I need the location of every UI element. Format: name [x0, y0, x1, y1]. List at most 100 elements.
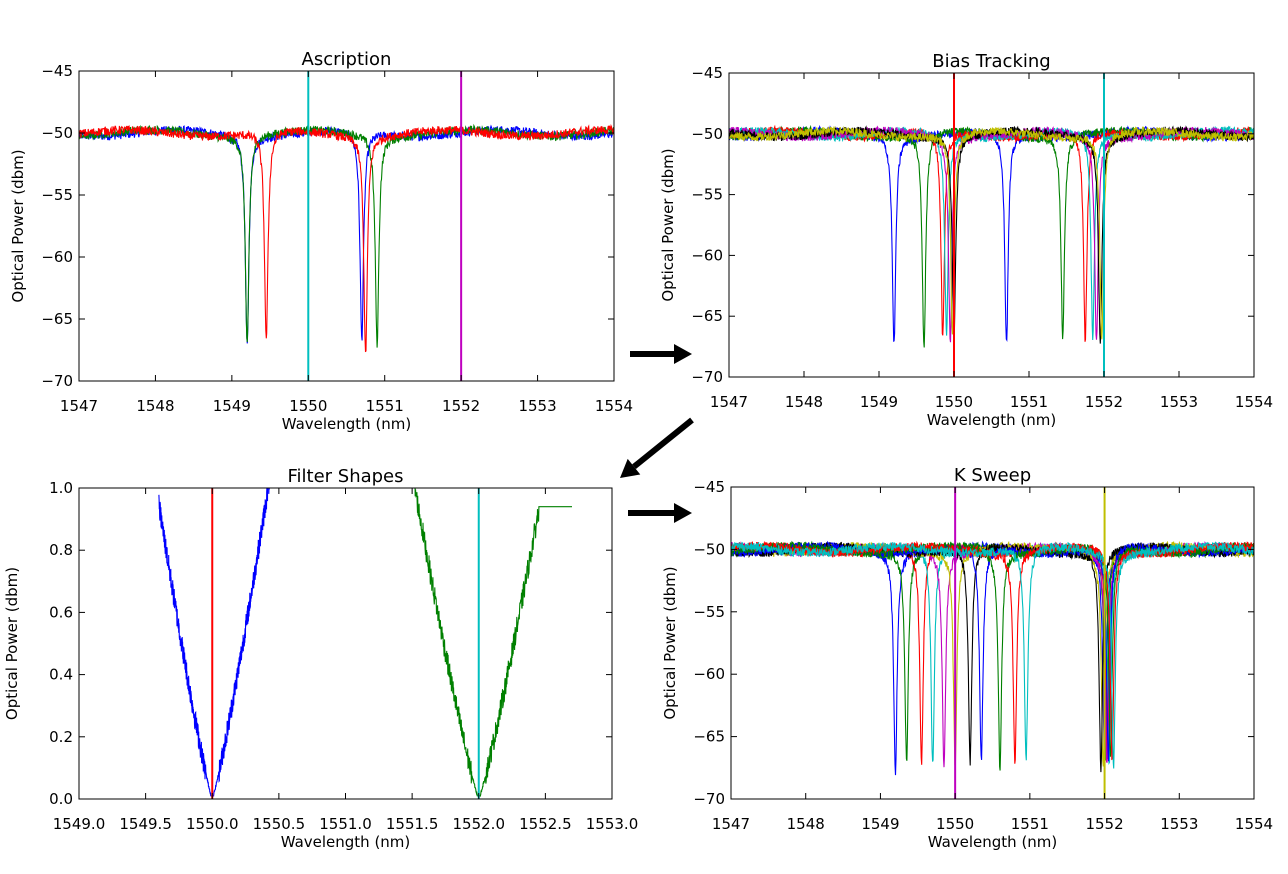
series-cyan — [729, 125, 1254, 341]
y-tick-label: −65 — [693, 728, 725, 746]
series-blue — [731, 540, 1254, 776]
panel-title: Bias Tracking — [932, 51, 1050, 72]
x-tick-label: 1553.0 — [586, 815, 639, 833]
series-red-2 — [731, 540, 1254, 764]
x-axis-label: Wavelength (nm) — [927, 411, 1057, 429]
panel-k-sweep: 1547 1548 1549 1550 1551 1552 1553 1554 −70 −65 −6… — [661, 465, 1273, 851]
x-tick-label: 1552.5 — [519, 815, 572, 833]
plot-area — [79, 123, 614, 353]
x-tick-label: 1550 — [289, 397, 327, 415]
series-black — [729, 125, 1254, 344]
plot-area — [729, 124, 1254, 348]
y-tick-label: −65 — [41, 310, 73, 328]
series-green — [729, 124, 1254, 348]
y-tick-label: −55 — [41, 186, 73, 204]
series-blue — [79, 124, 614, 344]
y-tick-label: −45 — [41, 62, 73, 80]
panel-ascription: 1547 1548 1549 1550 1551 1552 1553 1554 −70 −65 −6… — [9, 49, 633, 433]
arrow-filter-to-ksweep — [628, 503, 692, 523]
panel-title: K Sweep — [954, 465, 1031, 486]
x-tick-label: 1553 — [1160, 815, 1198, 833]
x-tick-label: 1554 — [595, 397, 633, 415]
series-green — [731, 540, 1254, 761]
y-tick-label: −70 — [693, 790, 725, 808]
series-magenta — [731, 540, 1254, 768]
panel-title: Filter Shapes — [287, 466, 403, 487]
series-blue — [158, 488, 270, 797]
y-tick-label: −60 — [41, 248, 73, 266]
series-blue-2 — [731, 541, 1254, 762]
y-tick-label: −50 — [41, 124, 73, 142]
panel-bias-tracking: 1547 1548 1549 1550 1551 1552 1553 1554 −70 −65 −6… — [659, 51, 1273, 429]
x-tick-label: 1554 — [1235, 393, 1273, 411]
y-tick-label: 0.2 — [49, 728, 73, 746]
x-tick-label: 1548 — [136, 397, 174, 415]
plot-frame — [78, 70, 615, 382]
x-tick-label: 1551.0 — [319, 815, 372, 833]
x-tick-label: 1548 — [787, 815, 825, 833]
x-axis-label: Wavelength (nm) — [282, 415, 412, 433]
panel-filter-shapes: 1549.0 1549.5 1550.0 1550.5 1551.0 1551.5 1552… — [3, 466, 639, 851]
series-magenta — [729, 125, 1254, 343]
arrow-shaft — [632, 417, 694, 470]
x-tick-label: 1551 — [366, 397, 404, 415]
y-tick-label: −70 — [41, 372, 73, 390]
x-tick-label: 1552.0 — [453, 815, 506, 833]
panel-title: Ascription — [302, 49, 392, 70]
y-tick-label: −60 — [693, 665, 725, 683]
y-tick-label: 0.6 — [49, 603, 73, 621]
series-green — [414, 488, 572, 798]
y-tick-label: 0.8 — [49, 541, 73, 559]
y-tick-label: 1.0 — [49, 479, 73, 497]
x-tick-label: 1552 — [1085, 393, 1123, 411]
y-axis-label: Optical Power (dbm) — [3, 567, 21, 720]
y-tick-label: −60 — [691, 246, 723, 264]
y-axis-label: Optical Power (dbm) — [661, 566, 679, 719]
y-axis-label: Optical Power (dbm) — [9, 149, 27, 302]
x-tick-label: 1551 — [1011, 815, 1049, 833]
plot-frame — [78, 487, 613, 800]
x-tick-label: 1551.5 — [386, 815, 439, 833]
series-olive — [731, 540, 1254, 767]
x-tick-label: 1547 — [710, 393, 748, 411]
x-tick-label: 1553 — [1160, 393, 1198, 411]
series-olive — [729, 125, 1254, 340]
x-tick-label: 1549 — [861, 815, 899, 833]
y-tick-label: −45 — [693, 478, 725, 496]
x-axis-label: Wavelength (nm) — [281, 833, 411, 851]
y-tick-label: −50 — [693, 540, 725, 558]
x-tick-label: 1550.0 — [186, 815, 239, 833]
x-tick-label: 1547 — [60, 397, 98, 415]
x-tick-label: 1549.0 — [53, 815, 106, 833]
y-tick-label: −55 — [693, 603, 725, 621]
plot-frame — [730, 486, 1255, 800]
x-tick-label: 1551 — [1010, 393, 1048, 411]
series-blue — [729, 124, 1254, 343]
y-tick-label: 0.4 — [49, 666, 73, 684]
y-tick-label: −55 — [691, 186, 723, 204]
series-cyan-2 — [731, 541, 1254, 769]
series-red — [79, 123, 614, 353]
arrow-head — [674, 503, 692, 523]
arrow-ascription-to-bias — [630, 344, 692, 364]
y-tick-label: −45 — [691, 64, 723, 82]
plot-area — [158, 488, 572, 798]
x-tick-label: 1547 — [712, 815, 750, 833]
series-black — [731, 541, 1254, 773]
plot-frame — [728, 72, 1255, 378]
x-tick-label: 1550.5 — [253, 815, 306, 833]
x-tick-label: 1549.5 — [119, 815, 172, 833]
x-tick-label: 1552 — [442, 397, 480, 415]
arrow-head — [674, 344, 692, 364]
series-green-2 — [731, 540, 1254, 771]
x-tick-label: 1552 — [1085, 815, 1123, 833]
series-red — [731, 541, 1254, 765]
x-tick-label: 1549 — [213, 397, 251, 415]
y-tick-label: 0.0 — [49, 790, 73, 808]
x-tick-label: 1550 — [936, 815, 974, 833]
arrow-head — [620, 458, 641, 478]
x-tick-label: 1549 — [860, 393, 898, 411]
y-tick-label: −65 — [691, 307, 723, 325]
